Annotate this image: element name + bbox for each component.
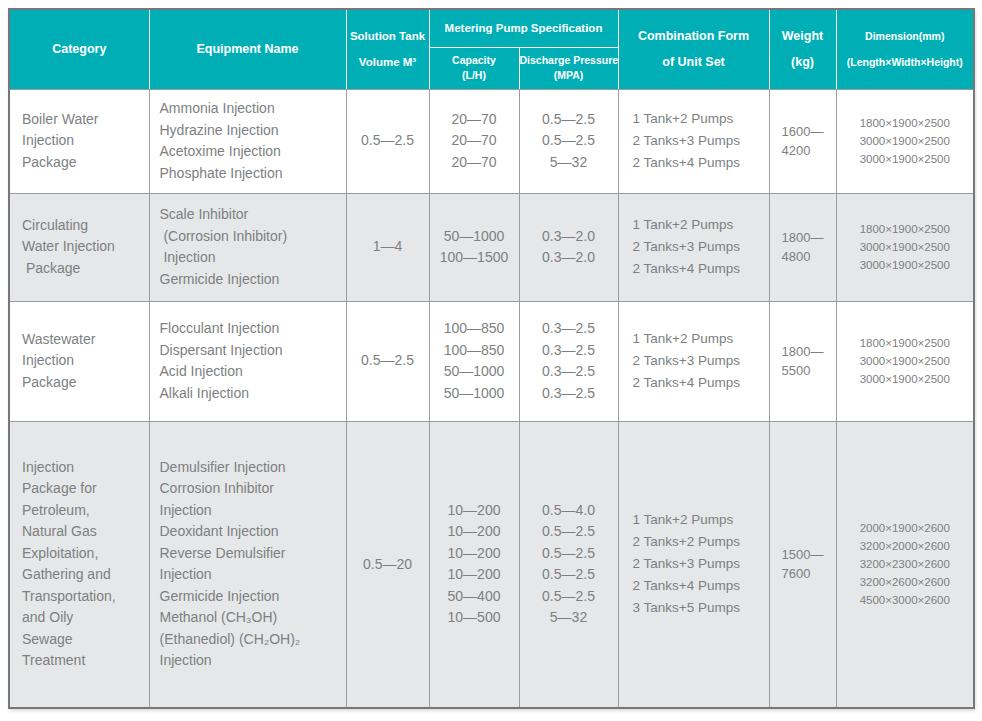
cell-discharge-pressure: 0.5—4.0 0.5—2.5 0.5—2.5 0.5—2.5 0.5—2.5 … bbox=[519, 421, 618, 708]
cell-dimensions: 1800×1900×2500 3000×1900×2500 3000×1900×… bbox=[836, 89, 974, 193]
cell-combination-form: 1 Tank+2 Pumps 2 Tanks+2 Pumps 2 Tanks+3… bbox=[618, 421, 769, 708]
cell-category: Wastewater Injection Package bbox=[9, 301, 149, 421]
col-header-weight: Weight (kg) bbox=[769, 9, 836, 89]
weight-range: 1800— 4800 bbox=[782, 228, 824, 266]
cell-discharge-pressure: 0.3—2.5 0.3—2.5 0.3—2.5 0.3—2.5 bbox=[519, 301, 618, 421]
cell-equipment-name: Scale Inhibitor (Corrosion Inhibitor) In… bbox=[149, 193, 346, 301]
cell-tank-volume: 0.5—2.5 bbox=[346, 301, 429, 421]
cell-capacity: 50—1000 100—1500 bbox=[429, 193, 519, 301]
cell-equipment-name: Demulsifier Injection Corrosion Inhibito… bbox=[149, 421, 346, 708]
cell-combination-form: 1 Tank+2 Pumps 2 Tanks+3 Pumps 2 Tanks+4… bbox=[618, 89, 769, 193]
cell-dimensions: 1800×1900×2500 3000×1900×2500 3000×1900×… bbox=[836, 193, 974, 301]
table-row-petroleum: Injection Package for Petroleum, Natural… bbox=[9, 421, 974, 708]
table-body: Boiler Water Injection Package Ammonia I… bbox=[9, 89, 974, 708]
cell-weight: 1800— 5500 bbox=[769, 301, 836, 421]
col-header-solution-tank-volume: Solution Tank Volume M³ bbox=[346, 9, 429, 89]
cell-category: Boiler Water Injection Package bbox=[9, 89, 149, 193]
weight-range: 1800— 5500 bbox=[782, 342, 824, 380]
col-header-category: Category bbox=[9, 9, 149, 89]
weight-range: 1500— 7600 bbox=[782, 545, 824, 583]
cell-weight: 1500— 7600 bbox=[769, 421, 836, 708]
table-row-circulating-water: Circulating Water Injection Package Scal… bbox=[9, 193, 974, 301]
cell-equipment-name: Flocculant Injection Dispersant Injectio… bbox=[149, 301, 346, 421]
cell-category: Injection Package for Petroleum, Natural… bbox=[9, 421, 149, 708]
table-row-wastewater: Wastewater Injection Package Flocculant … bbox=[9, 301, 974, 421]
weight-range: 1600— 4200 bbox=[782, 122, 824, 160]
col-header-equipment-name: Equipment Name bbox=[149, 9, 346, 89]
cell-discharge-pressure: 0.3—2.0 0.3—2.0 bbox=[519, 193, 618, 301]
cell-combination-form: 1 Tank+2 Pumps 2 Tanks+3 Pumps 2 Tanks+4… bbox=[618, 301, 769, 421]
cell-capacity: 20—70 20—70 20—70 bbox=[429, 89, 519, 193]
cell-category: Circulating Water Injection Package bbox=[9, 193, 149, 301]
col-header-combination-form: Combination Form of Unit Set bbox=[618, 9, 769, 89]
table-row-boiler-water: Boiler Water Injection Package Ammonia I… bbox=[9, 89, 974, 193]
cell-tank-volume: 1—4 bbox=[346, 193, 429, 301]
col-header-metering-pump-spec: Metering Pump Specification bbox=[429, 9, 618, 47]
cell-weight: 1800— 4800 bbox=[769, 193, 836, 301]
cell-tank-volume: 0.5—20 bbox=[346, 421, 429, 708]
cell-dimensions: 1800×1900×2500 3000×1900×2500 3000×1900×… bbox=[836, 301, 974, 421]
cell-weight: 1600— 4200 bbox=[769, 89, 836, 193]
col-header-dimension: Dimension(mm) (Length×Width×Height) bbox=[836, 9, 974, 89]
cell-tank-volume: 0.5—2.5 bbox=[346, 89, 429, 193]
cell-dimensions: 2000×1900×2600 3200×2000×2600 3200×2300×… bbox=[836, 421, 974, 708]
injection-package-spec-table: Category Equipment Name Solution Tank Vo… bbox=[8, 8, 975, 709]
col-header-discharge-pressure: Discharge Pressure (MPA) bbox=[519, 47, 618, 89]
col-header-capacity: Capacity (L/H) bbox=[429, 47, 519, 89]
cell-combination-form: 1 Tank+2 Pumps 2 Tanks+3 Pumps 2 Tanks+4… bbox=[618, 193, 769, 301]
cell-equipment-name: Ammonia Injection Hydrazine Injection Ac… bbox=[149, 89, 346, 193]
cell-capacity: 100—850 100—850 50—1000 50—1000 bbox=[429, 301, 519, 421]
table-header: Category Equipment Name Solution Tank Vo… bbox=[9, 9, 974, 89]
cell-capacity: 10—200 10—200 10—200 10—200 50—400 10—50… bbox=[429, 421, 519, 708]
cell-discharge-pressure: 0.5—2.5 0.5—2.5 5—32 bbox=[519, 89, 618, 193]
